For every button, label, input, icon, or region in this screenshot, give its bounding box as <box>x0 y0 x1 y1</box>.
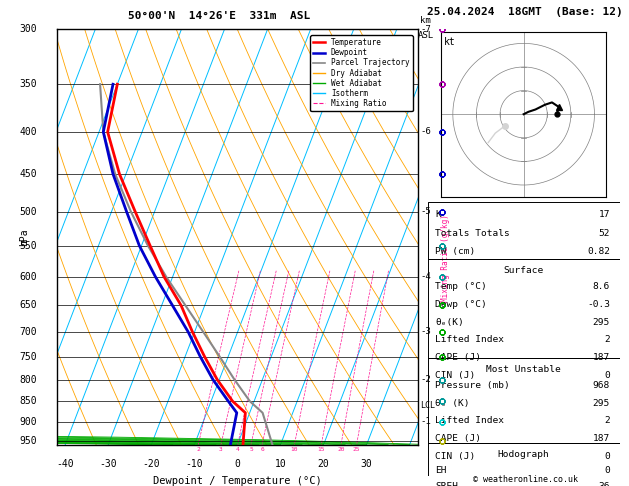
Text: 750: 750 <box>19 351 36 362</box>
Text: LCL: LCL <box>420 401 435 410</box>
Text: 20: 20 <box>318 459 330 469</box>
Text: -20: -20 <box>143 459 160 469</box>
Text: 15: 15 <box>318 447 325 452</box>
Text: 500: 500 <box>19 207 36 217</box>
Text: -5: -5 <box>420 207 431 216</box>
Text: -1: -1 <box>420 417 431 426</box>
Text: 25.04.2024  18GMT  (Base: 12): 25.04.2024 18GMT (Base: 12) <box>427 7 623 17</box>
Text: 8.6: 8.6 <box>593 282 610 291</box>
Text: 600: 600 <box>19 272 36 282</box>
Text: Mixing Ratio (g/kg): Mixing Ratio (g/kg) <box>441 214 450 302</box>
Text: -0.3: -0.3 <box>587 300 610 309</box>
Text: 20: 20 <box>337 447 345 452</box>
Text: Totals Totals: Totals Totals <box>435 228 510 238</box>
Text: -40: -40 <box>57 459 74 469</box>
Text: 295: 295 <box>593 399 610 408</box>
Text: 850: 850 <box>19 396 36 406</box>
Text: ASL: ASL <box>418 31 433 39</box>
Text: -30: -30 <box>99 459 117 469</box>
Text: hPa: hPa <box>19 228 29 246</box>
Text: K: K <box>435 210 441 219</box>
Text: θₑ (K): θₑ (K) <box>435 399 470 408</box>
Legend: Temperature, Dewpoint, Parcel Trajectory, Dry Adiabat, Wet Adiabat, Isotherm, Mi: Temperature, Dewpoint, Parcel Trajectory… <box>310 35 413 111</box>
Text: © weatheronline.co.uk: © weatheronline.co.uk <box>473 474 577 484</box>
Text: 2: 2 <box>196 447 200 452</box>
Text: Temp (°C): Temp (°C) <box>435 282 487 291</box>
Text: Pressure (mb): Pressure (mb) <box>435 381 510 390</box>
Text: 0: 0 <box>604 452 610 461</box>
Text: 25: 25 <box>353 447 360 452</box>
Text: -4: -4 <box>420 272 431 281</box>
Text: 5: 5 <box>249 447 253 452</box>
Text: 187: 187 <box>593 353 610 362</box>
Text: 3: 3 <box>219 447 223 452</box>
Text: 0: 0 <box>604 371 610 380</box>
Text: 0.82: 0.82 <box>587 247 610 256</box>
Text: 10: 10 <box>275 459 286 469</box>
Text: Surface: Surface <box>504 266 543 275</box>
Text: 0: 0 <box>235 459 240 469</box>
Text: km: km <box>420 16 431 25</box>
Text: 2: 2 <box>604 335 610 344</box>
Text: 187: 187 <box>593 434 610 443</box>
Text: kt: kt <box>444 36 456 47</box>
Text: CAPE (J): CAPE (J) <box>435 434 481 443</box>
Text: 0: 0 <box>604 466 610 475</box>
Text: Dewpoint / Temperature (°C): Dewpoint / Temperature (°C) <box>153 476 322 486</box>
Text: 650: 650 <box>19 300 36 311</box>
Text: 36: 36 <box>598 482 610 486</box>
Text: 300: 300 <box>19 24 36 34</box>
Text: Lifted Index: Lifted Index <box>435 417 504 425</box>
Text: -3: -3 <box>420 328 431 336</box>
Text: -7: -7 <box>420 25 431 34</box>
Text: CIN (J): CIN (J) <box>435 452 476 461</box>
Text: Hodograph: Hodograph <box>498 450 550 459</box>
Text: 2: 2 <box>604 417 610 425</box>
Text: -6: -6 <box>420 127 431 137</box>
Text: 400: 400 <box>19 127 36 137</box>
Text: 950: 950 <box>19 436 36 446</box>
Text: PW (cm): PW (cm) <box>435 247 476 256</box>
Text: 550: 550 <box>19 241 36 251</box>
Text: 10: 10 <box>291 447 298 452</box>
Text: 350: 350 <box>19 79 36 89</box>
Text: Lifted Index: Lifted Index <box>435 335 504 344</box>
Text: 6: 6 <box>260 447 264 452</box>
Text: Dewp (°C): Dewp (°C) <box>435 300 487 309</box>
Text: 450: 450 <box>19 169 36 179</box>
Text: 700: 700 <box>19 327 36 337</box>
Text: 17: 17 <box>598 210 610 219</box>
Text: -2: -2 <box>420 375 431 384</box>
Text: CIN (J): CIN (J) <box>435 371 476 380</box>
Text: 30: 30 <box>361 459 372 469</box>
Text: 295: 295 <box>593 317 610 327</box>
Text: 968: 968 <box>593 381 610 390</box>
Text: 50°00'N  14°26'E  331m  ASL: 50°00'N 14°26'E 331m ASL <box>128 11 311 21</box>
Text: θₑ(K): θₑ(K) <box>435 317 464 327</box>
Text: EH: EH <box>435 466 447 475</box>
Text: 52: 52 <box>598 228 610 238</box>
Text: -10: -10 <box>186 459 203 469</box>
Text: SREH: SREH <box>435 482 459 486</box>
Text: 4: 4 <box>236 447 240 452</box>
Text: 900: 900 <box>19 417 36 427</box>
Text: Most Unstable: Most Unstable <box>486 365 561 374</box>
Text: CAPE (J): CAPE (J) <box>435 353 481 362</box>
Text: 800: 800 <box>19 375 36 384</box>
